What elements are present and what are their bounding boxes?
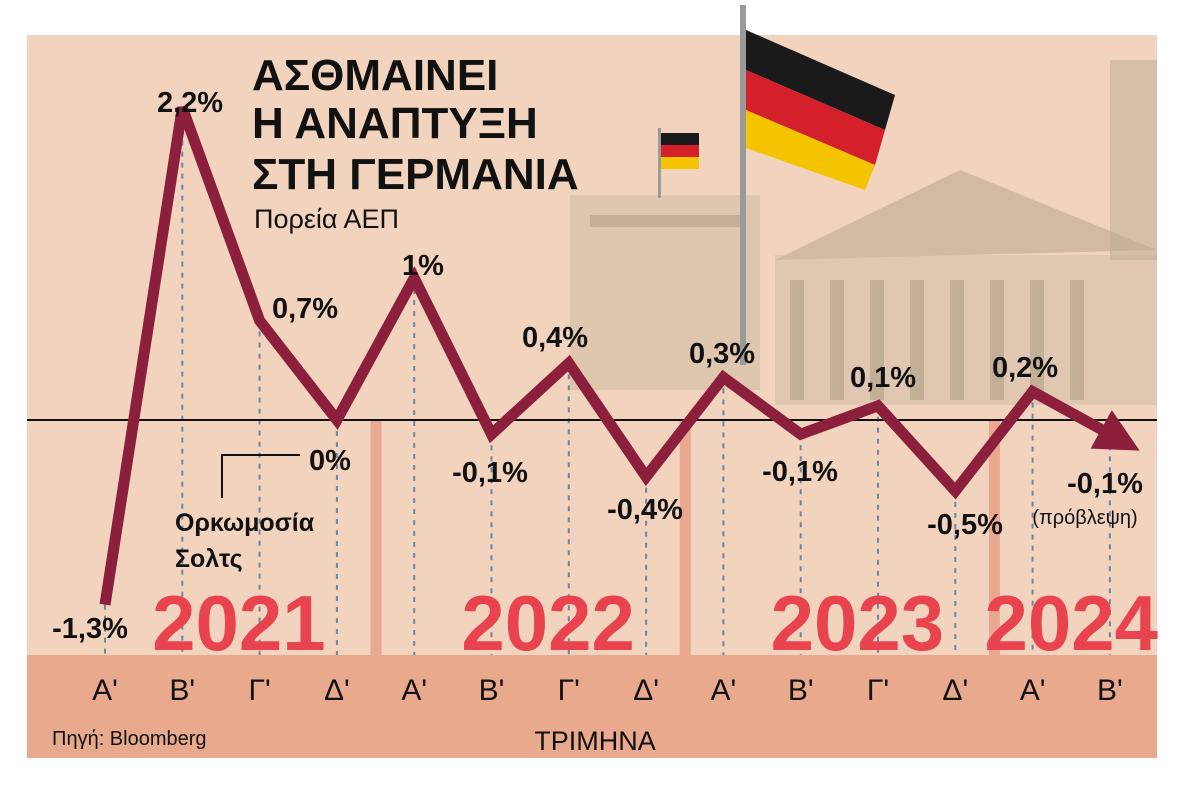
annotation-line-1: Ορκωμοσία: [175, 509, 315, 537]
annotation-connector: [221, 454, 300, 498]
x-tick-9: Β': [788, 674, 814, 707]
data-label-7: -0,4%: [607, 494, 683, 526]
x-tick-5: Β': [479, 674, 505, 707]
x-tick-8: Α': [711, 674, 737, 707]
data-label-1: 2,2%: [157, 87, 223, 119]
data-label-6: 0,4%: [522, 322, 588, 354]
gdp-series-line: [99, 105, 1140, 606]
x-tick-4: Α': [401, 674, 427, 707]
chart-title-line-3: ΣΤΗ ΓΕΡΜΑΝΙΑ: [252, 150, 579, 199]
x-tick-12: Α': [1020, 674, 1046, 707]
x-tick-13: Β': [1097, 674, 1123, 707]
data-labels: -1,3% 2,2% 0,7% 0% 1% -0,1% 0,4% -0,4% 0,3% -0,1%…: [52, 87, 1143, 645]
data-label-5: -0,1%: [452, 457, 528, 489]
x-tick-6: Γ': [558, 674, 580, 707]
year-divider-1: [370, 420, 382, 655]
data-label-9: -0,1%: [762, 456, 838, 488]
year-label-2023: 2023: [771, 579, 945, 667]
x-axis-band: [27, 655, 1157, 758]
data-label-12: 0,2%: [992, 352, 1058, 384]
chart-subtitle: Πορεία ΑΕΠ: [254, 204, 399, 234]
x-tick-labels: Α' Β' Γ' Δ' Α' Β' Γ' Δ' Α' Β' Γ' Δ' Α' Β': [92, 674, 1123, 707]
year-divider-2: [679, 420, 691, 655]
year-labels: 2021 2022 2023 2024: [152, 579, 1158, 667]
x-tick-1: Β': [169, 674, 195, 707]
year-dividers: [370, 420, 1000, 655]
x-tick-2: Γ': [248, 674, 270, 707]
year-divider-3: [988, 420, 1000, 655]
x-tick-10: Γ': [867, 674, 889, 707]
data-label-4: 1%: [402, 250, 444, 282]
x-tick-11: Δ': [942, 674, 968, 707]
annotation-line-2: Σολτς: [175, 545, 243, 573]
quarter-gridlines: [104, 107, 1111, 655]
year-label-2024: 2024: [984, 579, 1158, 667]
chart-title-line-1: ΑΣΘΜΑΙΝΕΙ: [252, 51, 498, 100]
reichstag-building-image: [570, 5, 1157, 405]
x-axis-title: ΤΡΙΜΗΝΑ: [534, 726, 656, 756]
data-label-8: 0,3%: [689, 338, 755, 370]
data-label-0: -1,3%: [52, 613, 128, 645]
year-label-2021: 2021: [152, 579, 326, 667]
data-label-11: -0,5%: [927, 509, 1003, 541]
data-label-3: 0%: [309, 445, 351, 477]
forecast-note: (πρόβλεψη): [1032, 507, 1137, 529]
source-note: Πηγή: Bloomberg: [52, 728, 207, 750]
chart-title-line-2: Η ΑΝΑΠΤΥΞΗ: [252, 99, 538, 148]
x-tick-0: Α': [92, 674, 118, 707]
data-label-13: -0,1%: [1067, 468, 1143, 500]
year-label-2022: 2022: [461, 579, 635, 667]
data-label-2: 0,7%: [272, 293, 338, 325]
x-tick-3: Δ': [324, 674, 350, 707]
data-label-10: 0,1%: [850, 362, 916, 394]
x-tick-7: Δ': [633, 674, 659, 707]
